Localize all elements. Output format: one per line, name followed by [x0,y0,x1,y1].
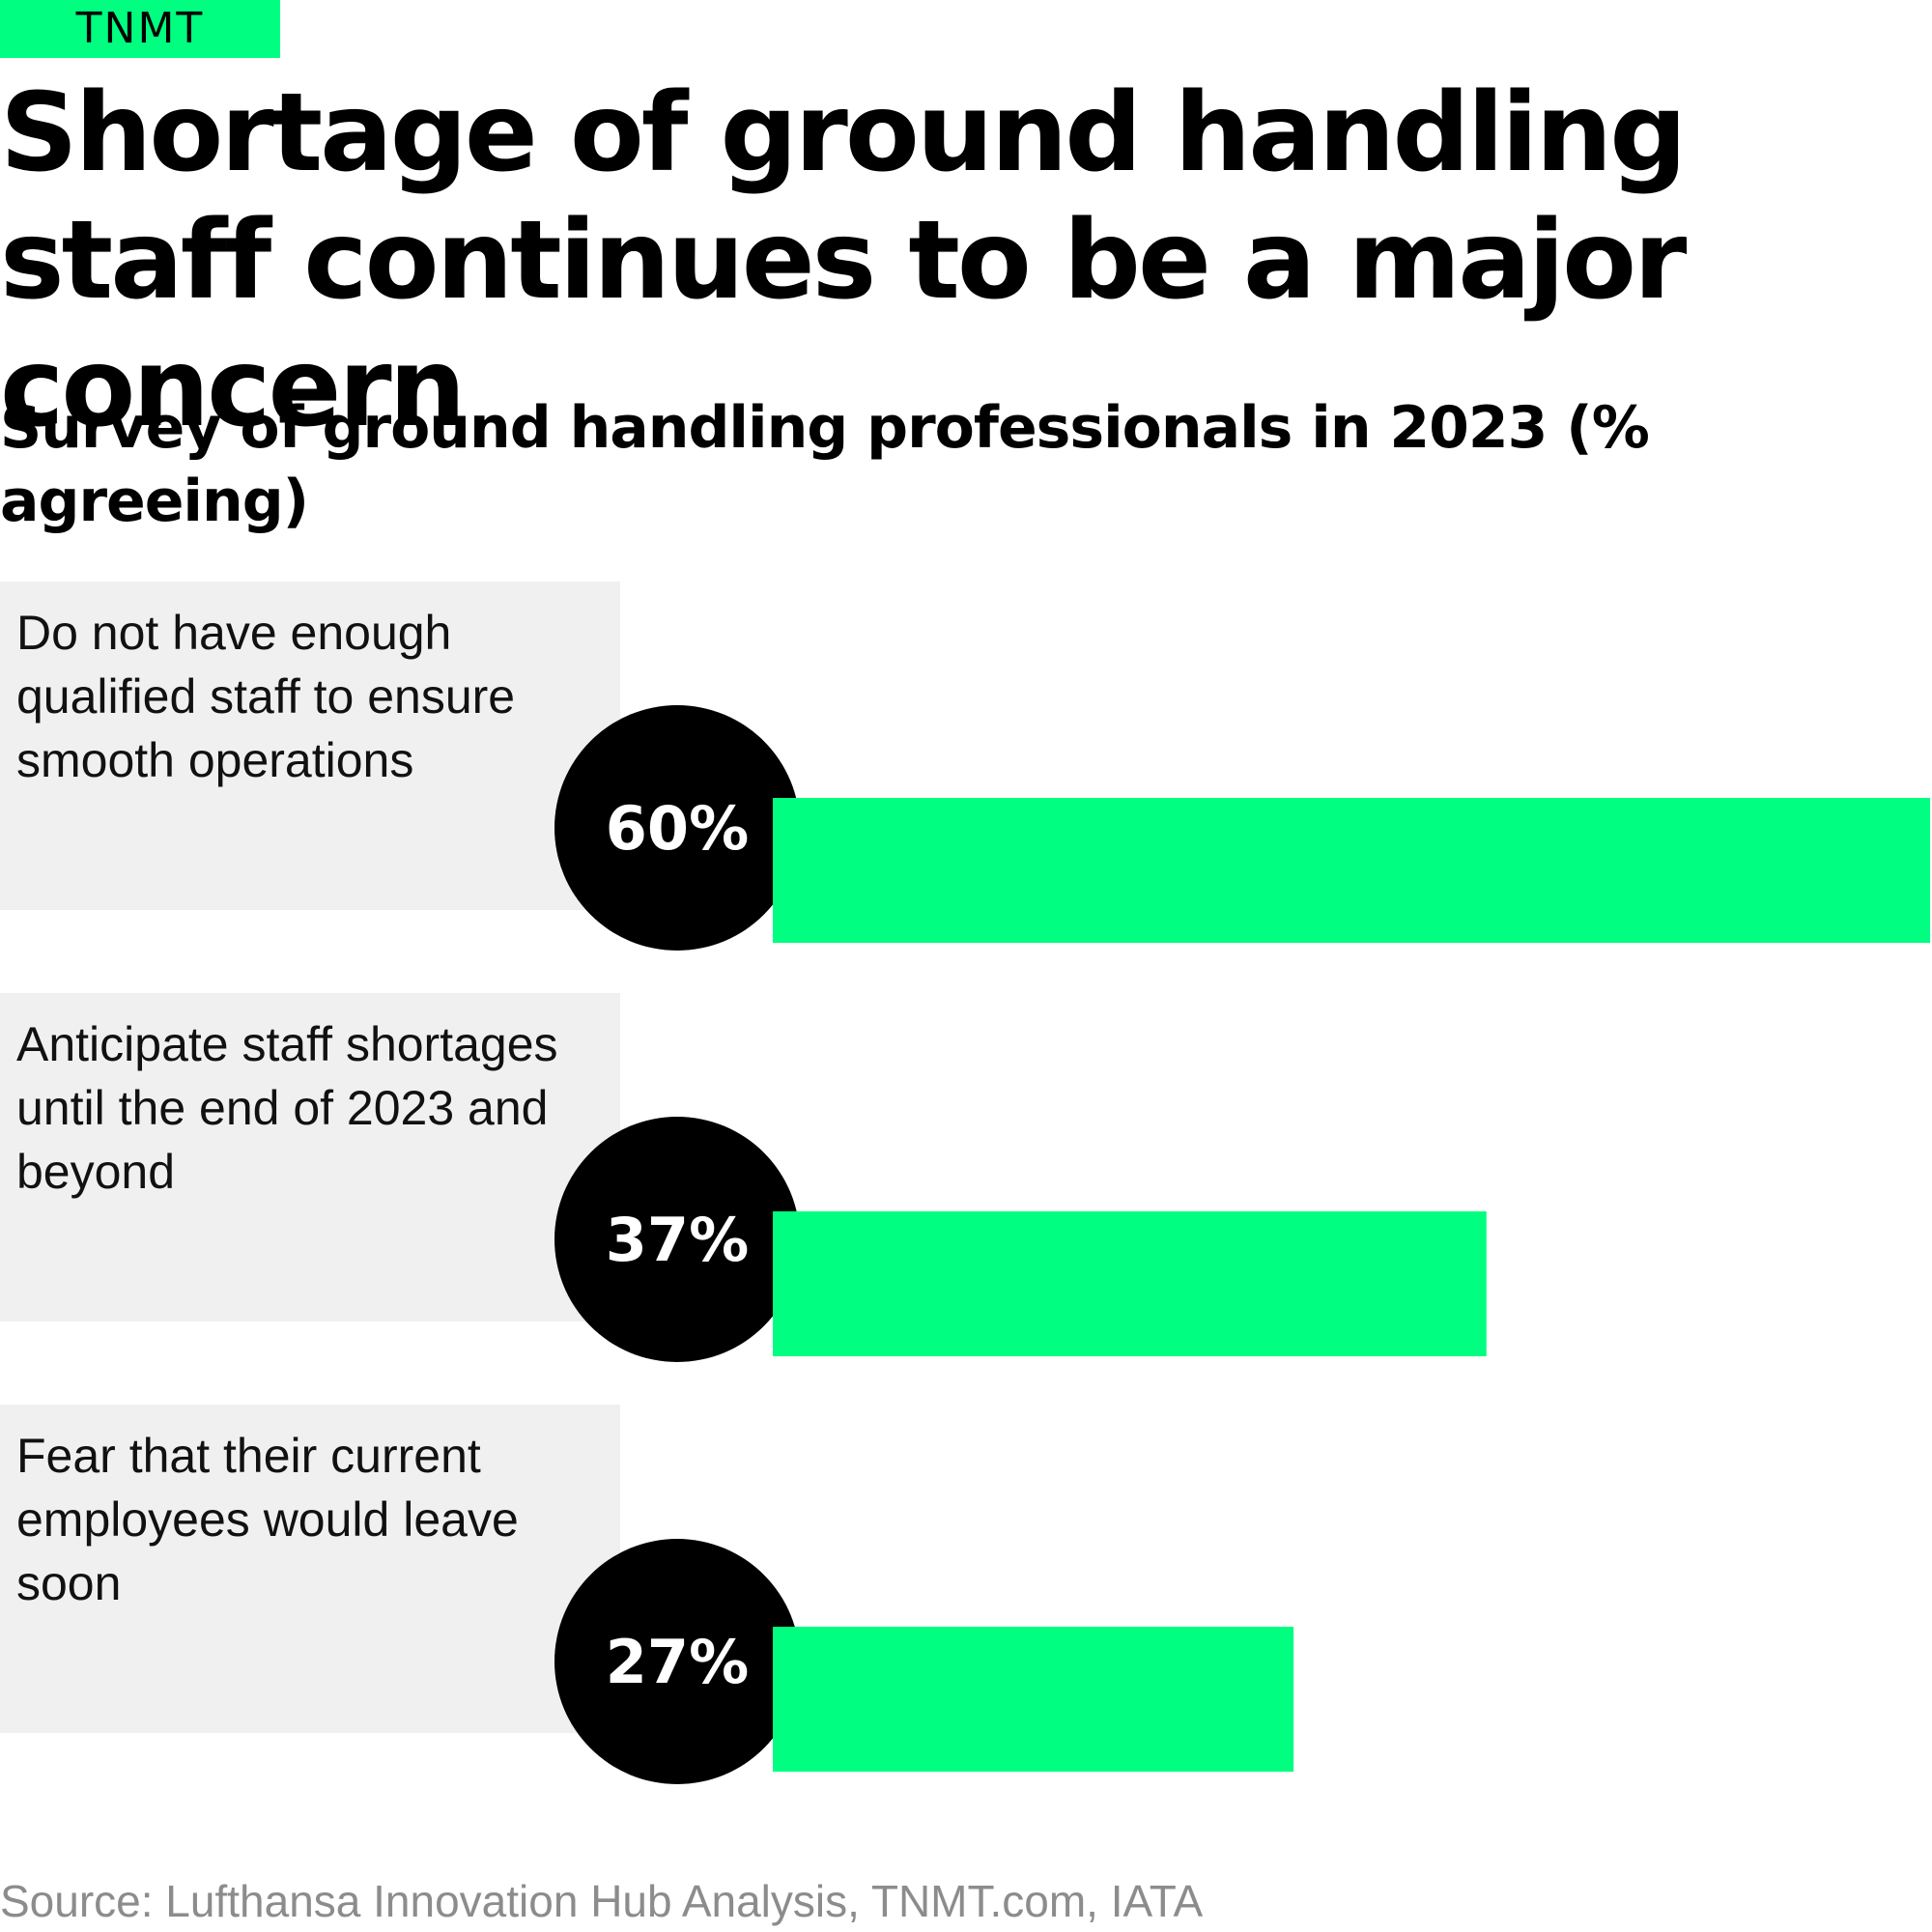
category-panel-3 [0,1405,620,1733]
value-label-1: 60% [606,793,749,864]
category-label-1: Do not have enough qualified staff to en… [16,606,516,787]
value-circle-2 [554,1117,800,1362]
chart-title: Shortage of ground handling staff contin… [0,71,1687,451]
value-circle-3 [554,1539,800,1784]
value-label-3: 27% [606,1627,749,1697]
category-label-2: Anticipate staff shortages until the end… [16,1017,558,1199]
brand-logo-text: TNMT [75,4,205,53]
category-panel-1 [0,582,620,910]
value-label-2: 37% [606,1205,749,1275]
value-circle-1 [554,705,800,951]
bar-2 [773,1211,1487,1356]
category-label-3: Fear that their current employees would … [16,1429,519,1610]
chart-subtitle: Survey of ground handling professionals … [0,394,1650,535]
brand-logo: TNMT [0,0,280,58]
source-note: Source: Lufthansa Innovation Hub Analysi… [0,1876,1204,1926]
bar-1 [773,798,1930,943]
bar-3 [773,1627,1294,1772]
category-panel-2 [0,993,620,1321]
